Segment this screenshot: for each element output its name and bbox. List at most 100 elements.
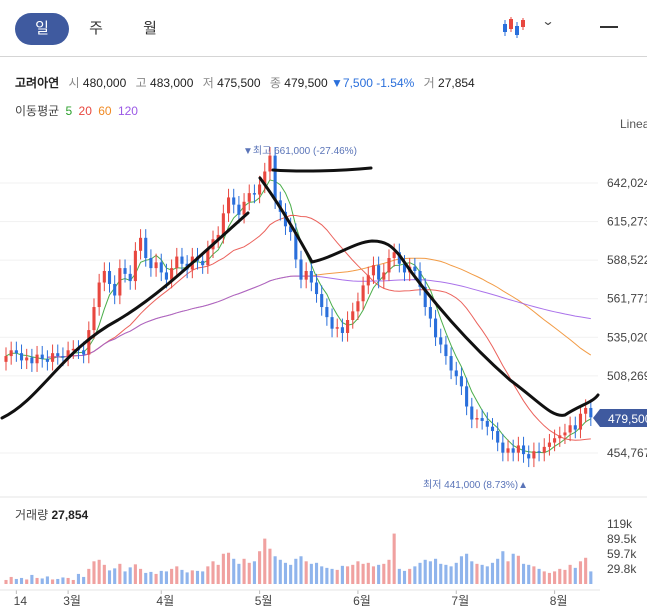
volume-bar	[428, 561, 432, 584]
candle	[496, 431, 500, 443]
candle	[387, 258, 391, 273]
chevron-down-icon[interactable]: ⌄	[541, 14, 555, 28]
volume-bar	[97, 559, 101, 584]
volume-bar	[289, 564, 293, 584]
candle	[377, 265, 381, 280]
ma-120[interactable]: 120	[117, 104, 138, 118]
top-bar: 일 주 월 ⌄	[0, 0, 647, 57]
candle	[444, 344, 448, 357]
low-label: 저	[202, 76, 214, 90]
candle	[346, 320, 350, 333]
candle	[87, 330, 91, 355]
volume-bar	[325, 567, 329, 584]
volume-bar	[501, 551, 505, 584]
volume-bar	[434, 558, 438, 584]
volume-bar	[263, 538, 267, 584]
tab-day[interactable]: 일	[15, 13, 69, 45]
volume-bar	[459, 556, 463, 584]
volume-bar	[40, 578, 44, 584]
candle	[413, 266, 417, 271]
volume-bars	[4, 533, 593, 584]
volume-bar	[408, 568, 412, 584]
candle	[558, 435, 562, 439]
volume-bar	[506, 561, 510, 584]
volume-bar	[335, 569, 339, 584]
volume-bar	[563, 569, 567, 584]
menu-icon[interactable]	[600, 26, 618, 28]
current-price-label: 479,500	[608, 412, 647, 426]
volume-bar	[521, 563, 526, 584]
close-value: 479,500	[284, 76, 328, 90]
volume-bar	[190, 570, 194, 584]
ma-20[interactable]: 20	[78, 104, 92, 118]
axis-labels: 642,024 615,273 588,522 561,771 535,020 508,2…	[14, 176, 647, 608]
volume-bar	[449, 566, 453, 584]
volume-bar	[201, 571, 205, 584]
volume-bar	[268, 548, 272, 584]
candle	[480, 418, 484, 421]
volume-value: 27,854	[438, 76, 475, 90]
volume-bar	[402, 570, 407, 584]
candle	[268, 155, 272, 172]
candle	[330, 317, 334, 329]
volume-bar	[118, 563, 122, 584]
candlestick-icon[interactable]	[500, 14, 526, 40]
candle	[351, 311, 355, 321]
candle	[335, 327, 339, 329]
volume-bar	[19, 577, 24, 584]
candle	[382, 272, 386, 280]
candle	[71, 348, 75, 351]
candle	[459, 376, 463, 387]
candle	[201, 260, 205, 266]
volume-bar	[82, 576, 86, 584]
candle	[283, 211, 288, 227]
volume-bar	[66, 577, 70, 584]
volume-bar	[516, 555, 520, 584]
volume-bar	[584, 557, 588, 584]
volume-bar	[56, 578, 60, 584]
candle	[314, 282, 319, 295]
ma-5-line	[5, 179, 592, 454]
ma-60[interactable]: 60	[98, 104, 112, 118]
x-tick-label: 4월	[156, 594, 174, 608]
candle	[589, 407, 593, 418]
candle	[154, 262, 158, 269]
x-tick-label: 5월	[255, 594, 273, 608]
y-tick-label: 588,522	[607, 253, 647, 267]
volume-bar	[346, 566, 350, 584]
volume-bar	[113, 568, 117, 584]
close-label: 종	[269, 76, 281, 90]
volume-bar	[392, 533, 396, 584]
ma-5[interactable]: 5	[65, 104, 73, 118]
volume-bar	[454, 562, 458, 584]
volume-bar	[496, 558, 500, 584]
candle	[242, 201, 246, 215]
grid	[0, 182, 598, 454]
volume-bar	[102, 564, 106, 584]
candle	[428, 307, 432, 319]
high-annotation: ▼최고 661,000 (-27.46%)	[243, 145, 357, 157]
high-value: 483,000	[150, 76, 194, 90]
volume-bar	[573, 567, 577, 584]
candle	[45, 358, 49, 362]
tab-month[interactable]: 월	[143, 20, 157, 37]
price-info: 고려아연 시 480,000 고 483,000 저 475,500 종 479…	[15, 74, 475, 91]
volume-bar	[537, 568, 541, 584]
tab-week[interactable]: 주	[89, 20, 103, 37]
candle	[113, 283, 117, 296]
volume-bar	[299, 556, 303, 584]
candle	[439, 337, 443, 345]
volume-bar	[35, 577, 39, 584]
candle	[123, 268, 127, 274]
candle	[180, 256, 184, 264]
volume-bar	[164, 571, 168, 584]
y-tick-label: 535,020	[607, 330, 647, 344]
volume-bar	[237, 563, 241, 584]
volume-tick-label: 29.8k	[607, 562, 637, 576]
candle	[501, 442, 505, 453]
volume-bar	[366, 562, 370, 584]
volume-bar	[485, 566, 489, 584]
candle	[418, 270, 422, 287]
candle	[511, 448, 515, 453]
